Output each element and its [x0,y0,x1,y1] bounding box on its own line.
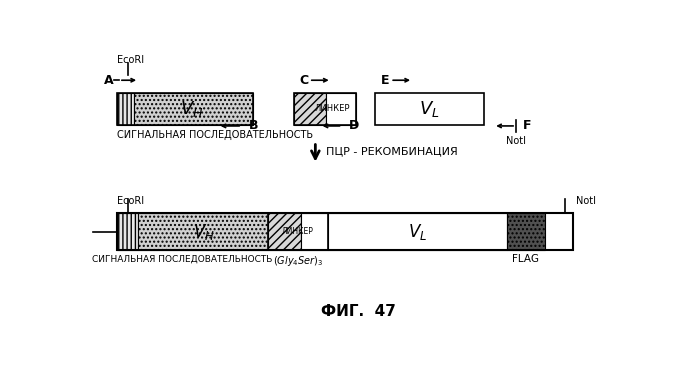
Text: СИГНАЛЬНАЯ ПОСЛЕДОВАТЕЛЬНОСТЬ: СИГНАЛЬНАЯ ПОСЛЕДОВАТЕЛЬНОСТЬ [92,255,272,263]
Bar [507,213,545,250]
Text: C: C [299,74,308,87]
Bar [118,213,138,250]
Text: $V_H$: $V_H$ [180,99,204,119]
Bar [375,93,484,125]
Text: A: A [104,74,113,87]
Bar [294,93,326,125]
Text: E: E [381,74,389,87]
Bar [268,213,301,250]
Bar [268,213,328,250]
Bar [118,93,253,125]
Text: NotI: NotI [575,196,596,206]
Bar [294,93,356,125]
Text: $V_H$: $V_H$ [193,221,215,242]
Text: FLAG: FLAG [512,255,539,265]
Text: $V_L$: $V_L$ [419,99,440,119]
Text: NotI: NotI [506,136,526,146]
Text: ЛИНКЕР: ЛИНКЕР [282,227,314,236]
Text: ПЦР - РЕКОМБИНАЦИЯ: ПЦР - РЕКОМБИНАЦИЯ [326,147,458,157]
Text: СИГНАЛЬНАЯ ПОСЛЕДОВАТЕЛЬНОСТЬ: СИГНАЛЬНАЯ ПОСЛЕДОВАТЕЛЬНОСТЬ [118,130,314,140]
Bar [138,213,268,250]
Text: F: F [523,119,531,132]
Bar [134,93,253,125]
Bar [118,93,134,125]
Text: B: B [249,119,259,132]
Text: EcoRI: EcoRI [118,196,144,206]
Bar [328,213,507,250]
Text: EcoRI: EcoRI [118,55,144,65]
Text: $V_L$: $V_L$ [408,221,427,242]
Bar [326,93,356,125]
Bar [118,213,573,250]
Text: $(Gly_4Ser)_3$: $(Gly_4Ser)_3$ [273,255,323,269]
Text: D: D [349,119,359,132]
Bar [301,213,328,250]
Text: ФИГ.  47: ФИГ. 47 [321,304,396,319]
Text: ЛИНКЕР: ЛИНКЕР [315,104,351,113]
